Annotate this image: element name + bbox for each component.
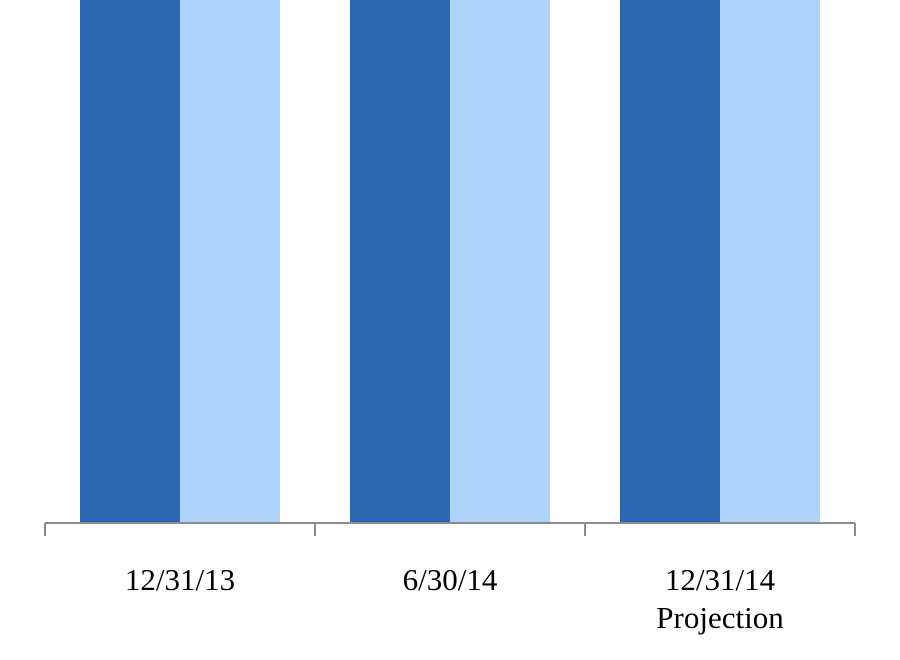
x-tick-label-1: 12/31/13 <box>125 562 235 597</box>
x-tick-label-2: 6/30/14 <box>403 562 498 597</box>
bar-series1-2 <box>350 0 450 523</box>
x-tick-labels-layer: 12/31/13 6/30/14 12/31/14 Projection <box>125 562 784 635</box>
bar-series2-2 <box>450 0 550 523</box>
bar-series2-1 <box>180 0 280 524</box>
x-tick-label-3: 12/31/14 Projection <box>656 562 784 635</box>
x-axis <box>44 522 856 536</box>
bar-series1-3 <box>620 0 720 523</box>
bars-layer <box>80 0 820 524</box>
bar-series1-1 <box>80 0 180 523</box>
bar-series2-3 <box>720 0 820 523</box>
